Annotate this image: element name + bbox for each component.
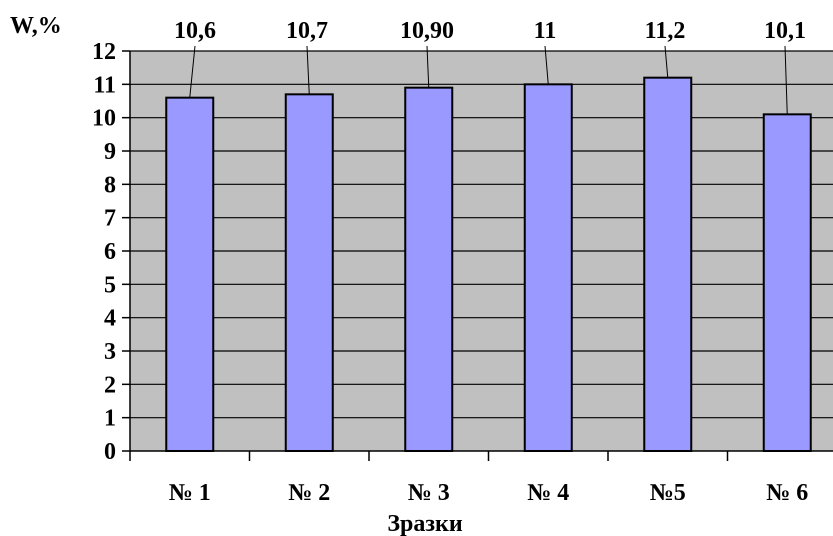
data-label-leader: [306, 45, 310, 95]
data-label-leader: [544, 45, 549, 85]
y-tick-label: 4: [104, 306, 116, 332]
x-axis-title: Зразки: [387, 511, 462, 536]
bars: [165, 76, 812, 453]
data-label: 10,90: [400, 18, 454, 44]
data-label-leaders: [189, 45, 788, 115]
y-tick-label: 1: [104, 406, 116, 432]
data-label-leader: [784, 45, 788, 115]
y-tick-label: 2: [104, 372, 116, 398]
data-label: 10,7: [286, 18, 328, 44]
category-label: № 3: [408, 480, 450, 506]
y-tick-label: 7: [104, 206, 116, 232]
bar: [404, 86, 454, 453]
bar: [762, 113, 812, 452]
axes: [122, 50, 833, 461]
y-tick-label: 12: [92, 39, 116, 65]
data-label: 10,1: [764, 18, 806, 44]
category-labels: № 1 № 2 № 3 № 4 №5 № 6: [169, 480, 809, 506]
gridlines: [130, 50, 833, 419]
bar: [284, 93, 334, 452]
y-tick-label: 11: [93, 72, 116, 98]
y-tick-label: 9: [104, 139, 116, 165]
bar: [523, 83, 573, 452]
bar: [643, 76, 693, 453]
y-tick-label: 6: [104, 239, 116, 265]
data-label: 11,2: [645, 18, 686, 44]
data-label-leader: [426, 45, 430, 88]
y-tick-label: 0: [104, 439, 116, 465]
y-tick-label: 8: [104, 172, 116, 198]
data-label-leader: [664, 45, 669, 78]
data-label: 11: [534, 18, 557, 44]
data-labels: 10,6 10,7 10,90 11 11,2 10,1: [174, 18, 806, 44]
category-label: № 4: [527, 480, 569, 506]
data-label-leader: [189, 45, 196, 98]
category-label: №5: [650, 480, 686, 506]
y-tick-label: 3: [104, 339, 116, 365]
bar: [165, 96, 215, 453]
y-tick-label: 5: [104, 272, 116, 298]
y-tick-label: 10: [92, 106, 116, 132]
category-label: № 1: [169, 480, 211, 506]
category-label: № 6: [766, 480, 808, 506]
data-label: 10,6: [174, 18, 216, 44]
category-label: № 2: [288, 480, 330, 506]
y-axis-title: W,%: [10, 13, 62, 39]
